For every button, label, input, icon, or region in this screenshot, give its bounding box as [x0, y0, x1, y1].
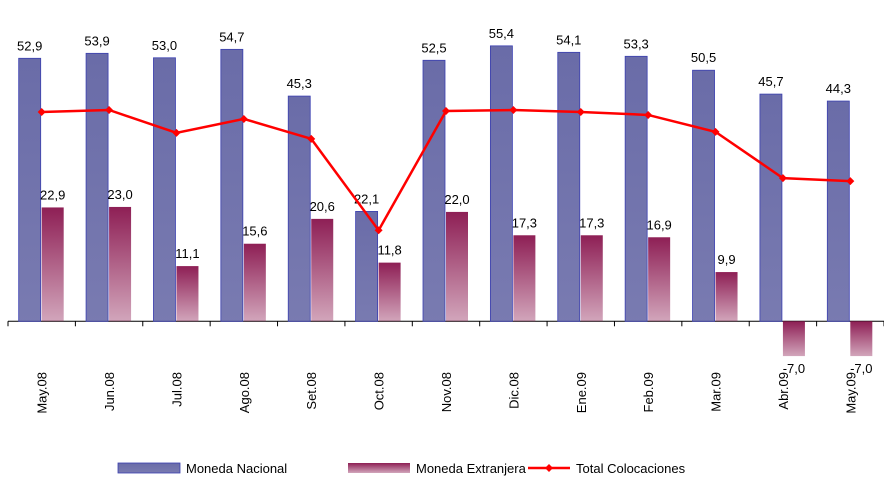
value-label: 11,1 — [175, 246, 199, 261]
line-marker — [239, 114, 248, 123]
bar — [446, 211, 468, 322]
bar — [782, 321, 805, 357]
value-label: 16,9 — [646, 217, 671, 232]
x-tick-label: Oct.08 — [372, 372, 387, 410]
line-marker — [307, 134, 316, 143]
x-tick-label: Nov.08 — [439, 372, 454, 412]
value-label: 45,7 — [758, 74, 783, 89]
line-marker — [172, 128, 181, 137]
value-label: 22,1 — [354, 191, 379, 206]
bar — [624, 55, 648, 322]
value-label: 53,9 — [84, 33, 109, 48]
bar — [18, 57, 42, 322]
x-tick-label: Jun.08 — [102, 372, 117, 411]
bar — [243, 243, 266, 322]
value-label: 54,1 — [556, 32, 581, 47]
bar — [422, 59, 446, 322]
legend-label: Moneda Extranjera — [416, 461, 527, 476]
value-label: 11,8 — [377, 243, 401, 258]
legend-swatch — [117, 462, 181, 474]
x-tick-label: Jul.08 — [169, 372, 184, 407]
value-label: -7,0 — [783, 361, 805, 376]
bar — [176, 266, 199, 322]
legend-marker — [545, 464, 553, 472]
value-label: 20,6 — [310, 199, 335, 214]
bar — [220, 48, 244, 322]
line-marker — [509, 106, 518, 114]
x-tick-label: May.08 — [35, 372, 50, 414]
value-label: 44,3 — [826, 81, 851, 96]
bar — [378, 262, 401, 322]
value-label: 15,6 — [242, 224, 267, 239]
value-label: 45,3 — [287, 76, 312, 91]
bar — [109, 206, 132, 322]
value-label: 9,9 — [717, 252, 735, 267]
bar — [41, 207, 64, 322]
value-label: 52,9 — [17, 38, 42, 53]
line-marker — [105, 106, 114, 114]
bar — [692, 69, 715, 322]
value-label: 55,4 — [489, 26, 514, 41]
value-label: 54,7 — [219, 29, 244, 44]
value-label: 50,5 — [691, 50, 716, 65]
legend-swatch — [348, 463, 410, 473]
bar — [850, 321, 873, 357]
bar — [715, 272, 738, 322]
value-label: 53,3 — [623, 36, 648, 51]
line-marker — [846, 177, 855, 186]
bar — [489, 45, 513, 322]
bar — [355, 211, 379, 322]
value-label: 17,3 — [512, 215, 537, 230]
x-tick-label: Set.08 — [304, 372, 319, 410]
legend-label: Moneda Nacional — [186, 461, 287, 476]
x-tick-label: Ene.09 — [574, 372, 589, 413]
value-label: 22,0 — [444, 192, 469, 207]
bar — [153, 57, 176, 322]
value-label: -7,0 — [850, 361, 872, 376]
x-tick-label: Dic.08 — [506, 372, 521, 409]
bar — [826, 100, 850, 322]
line-marker — [778, 174, 787, 183]
bar — [311, 218, 334, 322]
value-label: 23,0 — [107, 187, 132, 202]
value-label: 53,0 — [152, 38, 177, 53]
value-label: 52,5 — [421, 40, 446, 55]
bar — [513, 235, 536, 322]
value-label: 22,9 — [40, 187, 65, 202]
line-marker — [374, 226, 383, 235]
x-tick-label: May.09 — [843, 372, 858, 414]
x-tick-label: Ago.08 — [237, 372, 252, 413]
x-tick-label: Abr.09 — [776, 372, 791, 410]
line-marker — [711, 127, 720, 136]
line-marker — [576, 107, 585, 116]
bar — [648, 237, 671, 322]
x-tick-label: Feb.09 — [641, 372, 656, 412]
legend-label: Total Colocaciones — [576, 461, 686, 476]
bar — [85, 52, 109, 322]
x-tick-label: Mar.09 — [709, 372, 724, 412]
bar — [557, 51, 581, 322]
bar — [287, 95, 311, 322]
value-label: 17,3 — [579, 215, 604, 230]
bar — [580, 235, 603, 322]
line-marker — [644, 110, 653, 119]
bar — [759, 93, 783, 322]
line-marker — [37, 107, 46, 116]
line-marker — [442, 106, 450, 115]
